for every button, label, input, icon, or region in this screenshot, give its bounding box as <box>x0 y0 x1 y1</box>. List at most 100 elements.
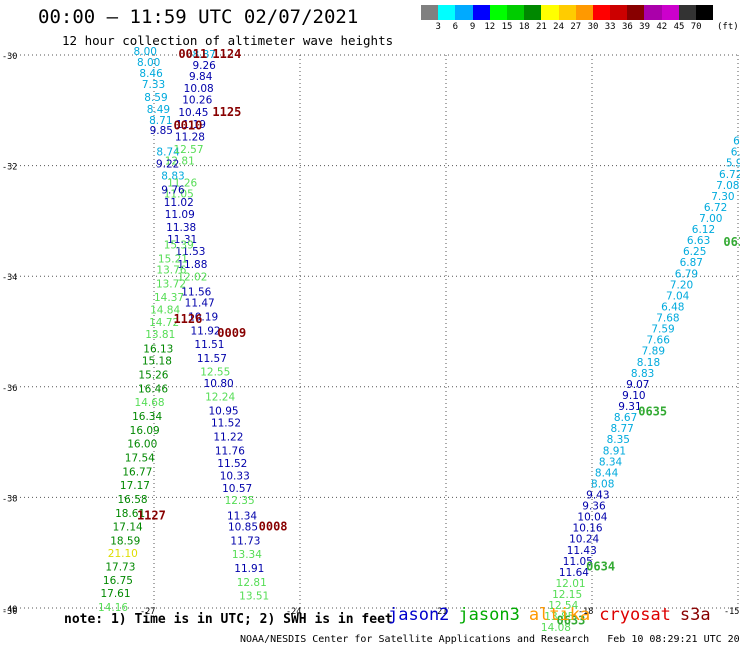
swh-value-label: 16.46 <box>138 383 168 395</box>
swh-value-label: 9.31 <box>618 401 641 413</box>
swh-value-label: 12.55 <box>200 367 230 379</box>
swh-value-label: 11.88 <box>177 259 207 271</box>
colorbar-swatch <box>472 5 490 20</box>
swh-value-label: 8.44 <box>595 467 619 479</box>
swh-value-label: 13.51 <box>239 591 269 603</box>
swh-value-label: 12.81 <box>237 577 267 589</box>
swh-value-label: 10.26 <box>182 95 212 107</box>
swh-value-label: 18.61 <box>115 508 145 520</box>
swh-value-label: 11.57 <box>197 353 227 365</box>
swh-value-label: 7.30 <box>711 191 734 203</box>
swh-value-label: 11.26 <box>167 178 197 190</box>
colorbar-tick-label: 45 <box>673 22 685 32</box>
colorbar-swatch <box>644 5 662 20</box>
swh-value-label: 12.01 <box>556 578 586 590</box>
swh-value-label: 17.54 <box>125 452 155 464</box>
swh-value-label: 17.61 <box>100 588 130 600</box>
swh-value-label: 8.34 <box>599 456 623 468</box>
swh-value-label: 12.02 <box>177 272 207 284</box>
swh-value-label: 13.81 <box>145 329 175 341</box>
swh-value-label: 8.71 <box>149 115 172 127</box>
swh-value-label: 11.53 <box>175 246 205 258</box>
swh-value-label: 11.28 <box>175 132 205 144</box>
swh-value-label: 10.95 <box>209 405 239 417</box>
y-tick-label: -30 <box>2 52 17 62</box>
swh-value-label: 12.24 <box>205 392 235 404</box>
swh-value-label: 7.33 <box>142 79 165 91</box>
time-label: 1125 <box>212 105 241 119</box>
satellite-legend-altika: altika <box>528 605 591 625</box>
swh-value-label: 8.91 <box>603 445 626 457</box>
swh-value-label: 6.25 <box>683 246 706 258</box>
swh-value-label: 10.08 <box>184 83 214 95</box>
swh-value-label: 17.14 <box>113 522 143 534</box>
swh-value-label: 12.57 <box>173 144 203 156</box>
swh-value-label: 11.52 <box>211 418 241 430</box>
swh-value-label: 8.83 <box>161 170 184 182</box>
swh-value-label: 11.38 <box>166 222 196 234</box>
swh-value-label: 8.77 <box>610 423 633 435</box>
colorbar-swatch <box>524 5 542 20</box>
swh-value-label: 9.85 <box>150 125 173 137</box>
colorbar-swatch <box>627 5 645 20</box>
swh-value-label: 11.47 <box>185 298 215 310</box>
x-tick-label: -18 <box>578 607 593 617</box>
colorbar-swatch <box>610 5 628 20</box>
swh-value-label: 6.79 <box>675 268 698 280</box>
swh-value-label: 17.73 <box>105 561 135 573</box>
chart-subtitle: 12 hour collection of altimeter wave hei… <box>62 33 394 48</box>
swh-value-label: 16.75 <box>103 575 133 587</box>
colorbar-swatch <box>438 5 456 20</box>
swh-value-label: 9.36 <box>582 501 606 513</box>
swh-value-label: 10.85 <box>228 522 258 534</box>
swh-value-label: 12.81 <box>165 155 195 167</box>
swh-value-label: 21.10 <box>108 548 138 560</box>
satellite-legend: jason2 jason3 altika cryosat s3a <box>388 605 720 625</box>
swh-value-label: 7.66 <box>647 335 671 347</box>
time-label: 0635 <box>638 405 667 419</box>
satellite-legend-jason3: jason3 <box>458 605 520 625</box>
swh-value-label: 13.72 <box>156 278 186 290</box>
swh-value-label: 8.18 <box>637 357 660 369</box>
swh-value-label: 13.85 <box>544 611 574 623</box>
swh-value-label: 6.48 <box>661 301 684 313</box>
colorbar-tick-label: 24 <box>553 22 565 32</box>
swh-value-label: 14.84 <box>150 304 180 316</box>
swh-value-label: 13.34 <box>232 549 262 561</box>
x-tick-label: -30 <box>2 607 17 617</box>
swh-value-label: 11.05 <box>164 189 194 201</box>
swh-value-label: 9.26 <box>192 60 216 72</box>
x-tick-label: -24 <box>286 607 301 617</box>
swh-value-label: 7.00 <box>699 213 722 225</box>
swh-value-label: 8.08 <box>591 478 614 490</box>
colorbar-swatch <box>592 5 611 20</box>
colorbar-swatch <box>506 5 525 20</box>
x-tick-label: -27 <box>140 607 155 617</box>
x-tick-label: -15 <box>724 607 739 617</box>
colorbar-tick-label: 18 <box>518 22 530 32</box>
swh-value-label: 15.21 <box>158 253 188 265</box>
swh-value-label: 6.72 <box>719 169 740 181</box>
colorbar-legend: (ft) 3 6 9 12 15 18 21 24 27 30 33 36 39 42 45 70 <box>421 5 740 34</box>
swh-value-label: 7.68 <box>656 313 679 325</box>
swh-value-label: 7.08 <box>716 180 739 192</box>
swh-value-label: 9.76 <box>161 184 185 196</box>
satellite-legend-s3a: s3a <box>679 605 711 625</box>
colorbar-swatch <box>541 5 559 20</box>
chart-title: 00:00 – 11:59 UTC 02/07/2021 <box>38 6 359 28</box>
swh-value-label: 10.04 <box>577 512 607 524</box>
time-label: 063 <box>723 235 740 249</box>
time-label: 0008 <box>259 520 288 534</box>
swh-value-label: 12.35 <box>225 495 255 507</box>
swh-value-label: 8.67 <box>614 412 637 424</box>
colorbar-tick-label: 12 <box>484 22 496 32</box>
swh-value-label: 8.49 <box>147 104 170 116</box>
swh-value-label: 10.24 <box>569 534 599 546</box>
swh-value-label: 18.59 <box>110 535 140 547</box>
credit-line: NOAA/NESDIS Center for Satellite Applica… <box>240 634 740 645</box>
colorbar-tick-label: 42 <box>656 22 668 32</box>
swh-value-label: 11.34 <box>227 511 257 523</box>
swh-value-label: 14.72 <box>149 317 179 329</box>
swh-value-label: 8.83 <box>631 368 654 380</box>
swh-value-label: 9.22 <box>156 158 179 170</box>
